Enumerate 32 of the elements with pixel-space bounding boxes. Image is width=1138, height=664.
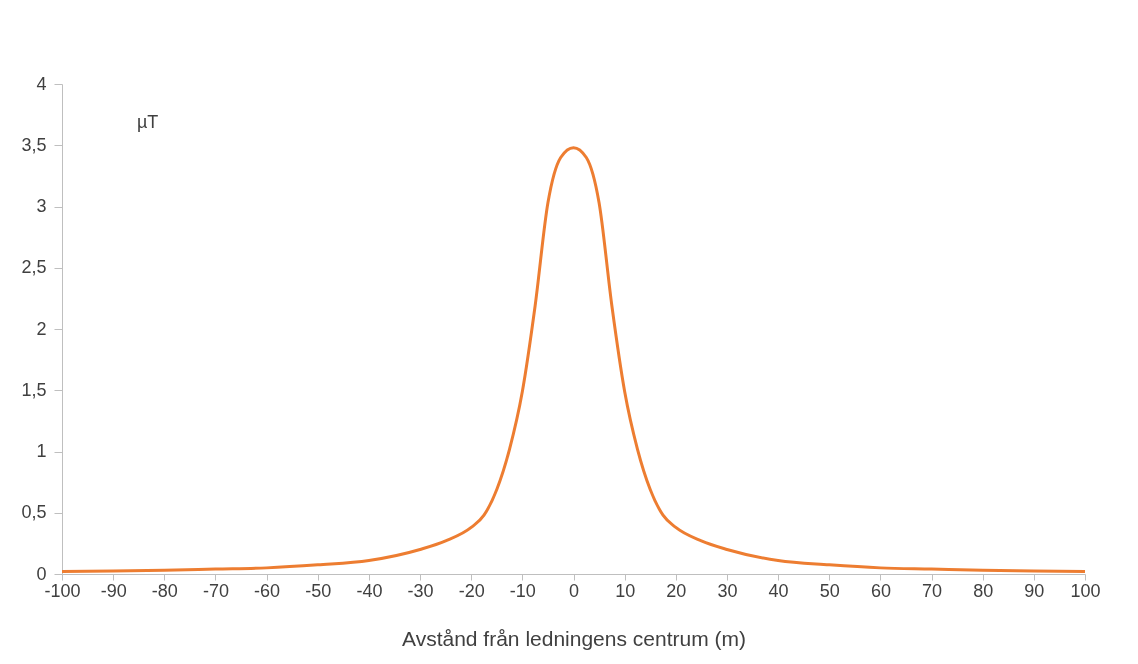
y-tick-label: 4 <box>36 73 47 94</box>
x-tick-label: 70 <box>922 580 943 601</box>
x-tick-label: -80 <box>151 580 178 601</box>
y-axis-title: µT <box>137 112 159 132</box>
y-tick-label: 2,5 <box>21 257 47 278</box>
y-tick-label: 1,5 <box>21 379 47 400</box>
x-tick-label: -10 <box>509 580 536 601</box>
x-tick-label: 90 <box>1024 580 1045 601</box>
y-tick-label: 3 <box>36 196 47 216</box>
x-tick-label: -30 <box>407 580 434 601</box>
y-tick-label: 3,5 <box>21 134 47 155</box>
x-tick-label: 20 <box>666 580 687 601</box>
y-tick-label: 0 <box>36 563 47 584</box>
x-tick-label: 50 <box>819 580 840 601</box>
x-tick-label: -70 <box>202 580 229 601</box>
y-tick-label: 2 <box>36 318 47 339</box>
y-tick-label: 0,5 <box>21 502 47 523</box>
x-tick-label: 40 <box>768 580 789 601</box>
x-tick-label: -40 <box>356 580 383 601</box>
x-tick-label: -90 <box>100 580 127 601</box>
x-tick-label: 60 <box>870 580 891 601</box>
y-tick-label: 1 <box>36 441 47 461</box>
x-tick-label: -100 <box>44 580 81 601</box>
x-tick-label: 30 <box>717 580 738 601</box>
x-tick-label: 80 <box>973 580 994 601</box>
x-tick-label: 0 <box>568 580 580 601</box>
x-tick-label: -20 <box>458 580 485 601</box>
x-tick-label: -60 <box>254 580 281 601</box>
x-tick-label: -50 <box>305 580 332 601</box>
x-tick-label: 100 <box>1070 580 1101 601</box>
x-tick-label: 10 <box>615 580 636 601</box>
x-axis-title: Avstånd från ledningens centrum (m) <box>402 626 746 650</box>
